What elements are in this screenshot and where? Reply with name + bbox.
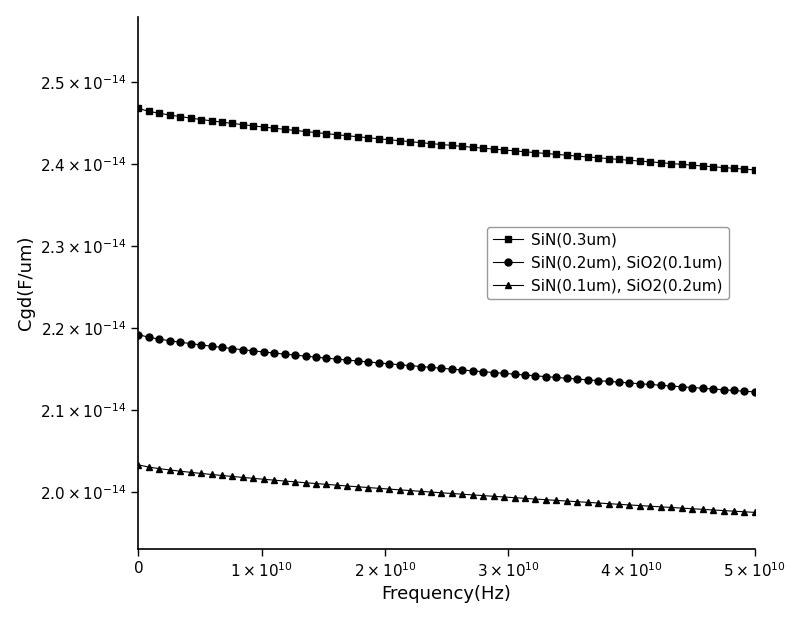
SiN(0.1um), SiO2(0.2um) [237, 474, 247, 481]
SiN(0.3um) [311, 129, 321, 136]
SiN(0.3um) [520, 148, 529, 156]
SiN(0.2um), SiO2(0.1um) [332, 355, 342, 363]
SiN(0.1um), SiO2(0.2um) [290, 478, 300, 485]
SiN(0.3um) [342, 132, 352, 140]
SiN(0.1um), SiO2(0.2um) [749, 508, 759, 516]
SiN(0.2um), SiO2(0.1um) [133, 331, 143, 339]
SiN(0.3um) [332, 131, 342, 138]
SiN(0.1um), SiO2(0.2um) [332, 482, 342, 489]
Legend: SiN(0.3um), SiN(0.2um), SiO2(0.1um), SiN(0.1um), SiO2(0.2um): SiN(0.3um), SiN(0.2um), SiO2(0.1um), SiN… [486, 227, 728, 299]
Line: SiN(0.2um), SiO2(0.1um): SiN(0.2um), SiO2(0.1um) [135, 331, 757, 396]
SiN(0.2um), SiO2(0.1um) [237, 346, 247, 353]
Line: SiN(0.3um): SiN(0.3um) [135, 105, 757, 174]
SiN(0.3um) [290, 126, 300, 134]
SiN(0.2um), SiO2(0.1um) [290, 352, 300, 359]
SiN(0.1um), SiO2(0.2um) [342, 482, 352, 490]
SiN(0.1um), SiO2(0.2um) [311, 480, 321, 487]
Line: SiN(0.1um), SiO2(0.2um): SiN(0.1um), SiO2(0.2um) [135, 461, 757, 516]
SiN(0.3um) [237, 121, 247, 128]
SiN(0.2um), SiO2(0.1um) [311, 353, 321, 361]
SiN(0.1um), SiO2(0.2um) [520, 495, 529, 502]
Y-axis label: Cgd(F/um): Cgd(F/um) [17, 236, 34, 330]
X-axis label: Frequency(Hz): Frequency(Hz) [381, 585, 511, 603]
SiN(0.2um), SiO2(0.1um) [520, 371, 529, 379]
SiN(0.2um), SiO2(0.1um) [749, 388, 759, 396]
SiN(0.1um), SiO2(0.2um) [133, 461, 143, 469]
SiN(0.3um) [133, 105, 143, 112]
SiN(0.2um), SiO2(0.1um) [342, 356, 352, 364]
SiN(0.3um) [749, 166, 759, 174]
